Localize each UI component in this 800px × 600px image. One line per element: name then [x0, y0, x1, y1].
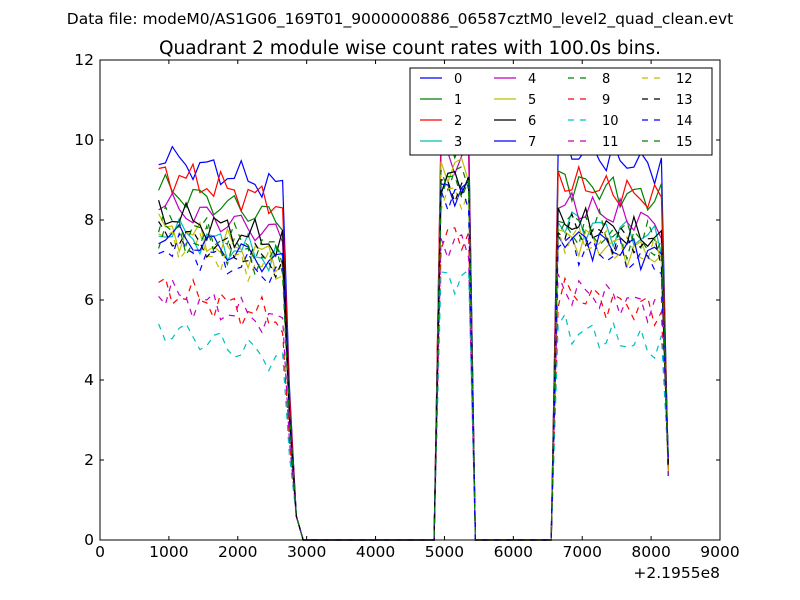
legend-label: 8 — [602, 72, 610, 87]
y-tick-label: 0 — [84, 531, 94, 549]
x-tick-label: 0 — [95, 543, 105, 561]
x-tick-label: 7000 — [562, 543, 601, 561]
legend-label: 2 — [454, 114, 462, 129]
legend-label: 1 — [454, 93, 462, 108]
y-tick-label: 8 — [84, 211, 94, 229]
series-line-6 — [158, 170, 669, 541]
chart-suptitle: Data file: modeM0/AS1G06_169T01_90000008… — [67, 10, 733, 29]
x-tick-label: 2000 — [218, 543, 257, 561]
series-line-9 — [158, 227, 669, 541]
plot-area — [158, 122, 669, 541]
series-line-10 — [158, 268, 669, 541]
series-line-8 — [158, 165, 669, 541]
x-tick-label: 1000 — [149, 543, 188, 561]
x-tick-label: 9000 — [700, 543, 739, 561]
series-line-14 — [158, 186, 669, 541]
legend-label: 5 — [528, 93, 536, 108]
legend-label: 10 — [602, 114, 619, 129]
series-line-2 — [158, 125, 669, 541]
y-tick-label: 4 — [84, 371, 94, 389]
legend-label: 14 — [676, 114, 693, 129]
legend-label: 12 — [676, 72, 693, 87]
legend-label: 0 — [454, 72, 462, 87]
y-tick-label: 12 — [74, 51, 94, 69]
legend-label: 15 — [676, 135, 693, 150]
legend-label: 6 — [528, 114, 536, 129]
y-tick-label: 10 — [74, 131, 94, 149]
x-axis-offset-label: +2.1955e8 — [633, 564, 720, 582]
legend-label: 11 — [602, 135, 619, 150]
series-line-15 — [158, 175, 669, 541]
legend-box — [409, 67, 713, 156]
x-tick-label: 6000 — [494, 543, 533, 561]
series-line-5 — [158, 157, 669, 541]
y-tick-label: 6 — [84, 291, 94, 309]
legend-label: 7 — [528, 135, 536, 150]
legend-label: 13 — [676, 93, 693, 108]
y-tick-label: 2 — [84, 451, 94, 469]
legend-label: 9 — [602, 93, 610, 108]
series-line-12 — [158, 187, 669, 541]
x-tick-label: 8000 — [631, 543, 670, 561]
legend-label: 4 — [528, 72, 536, 87]
chart-title: Quadrant 2 module wise count rates with … — [159, 38, 661, 59]
series-line-13 — [158, 176, 669, 541]
x-tick-label: 3000 — [287, 543, 326, 561]
x-tick-label: 4000 — [356, 543, 395, 561]
legend-label: 3 — [454, 135, 462, 150]
series-line-1 — [158, 132, 669, 541]
x-tick-label: 5000 — [425, 543, 464, 561]
x-axis: 0 1000 2000 3000 4000 5000 6000 7000 8000 9000 — [95, 60, 740, 561]
series-line-11 — [158, 234, 669, 541]
series-line-4 — [158, 148, 669, 541]
